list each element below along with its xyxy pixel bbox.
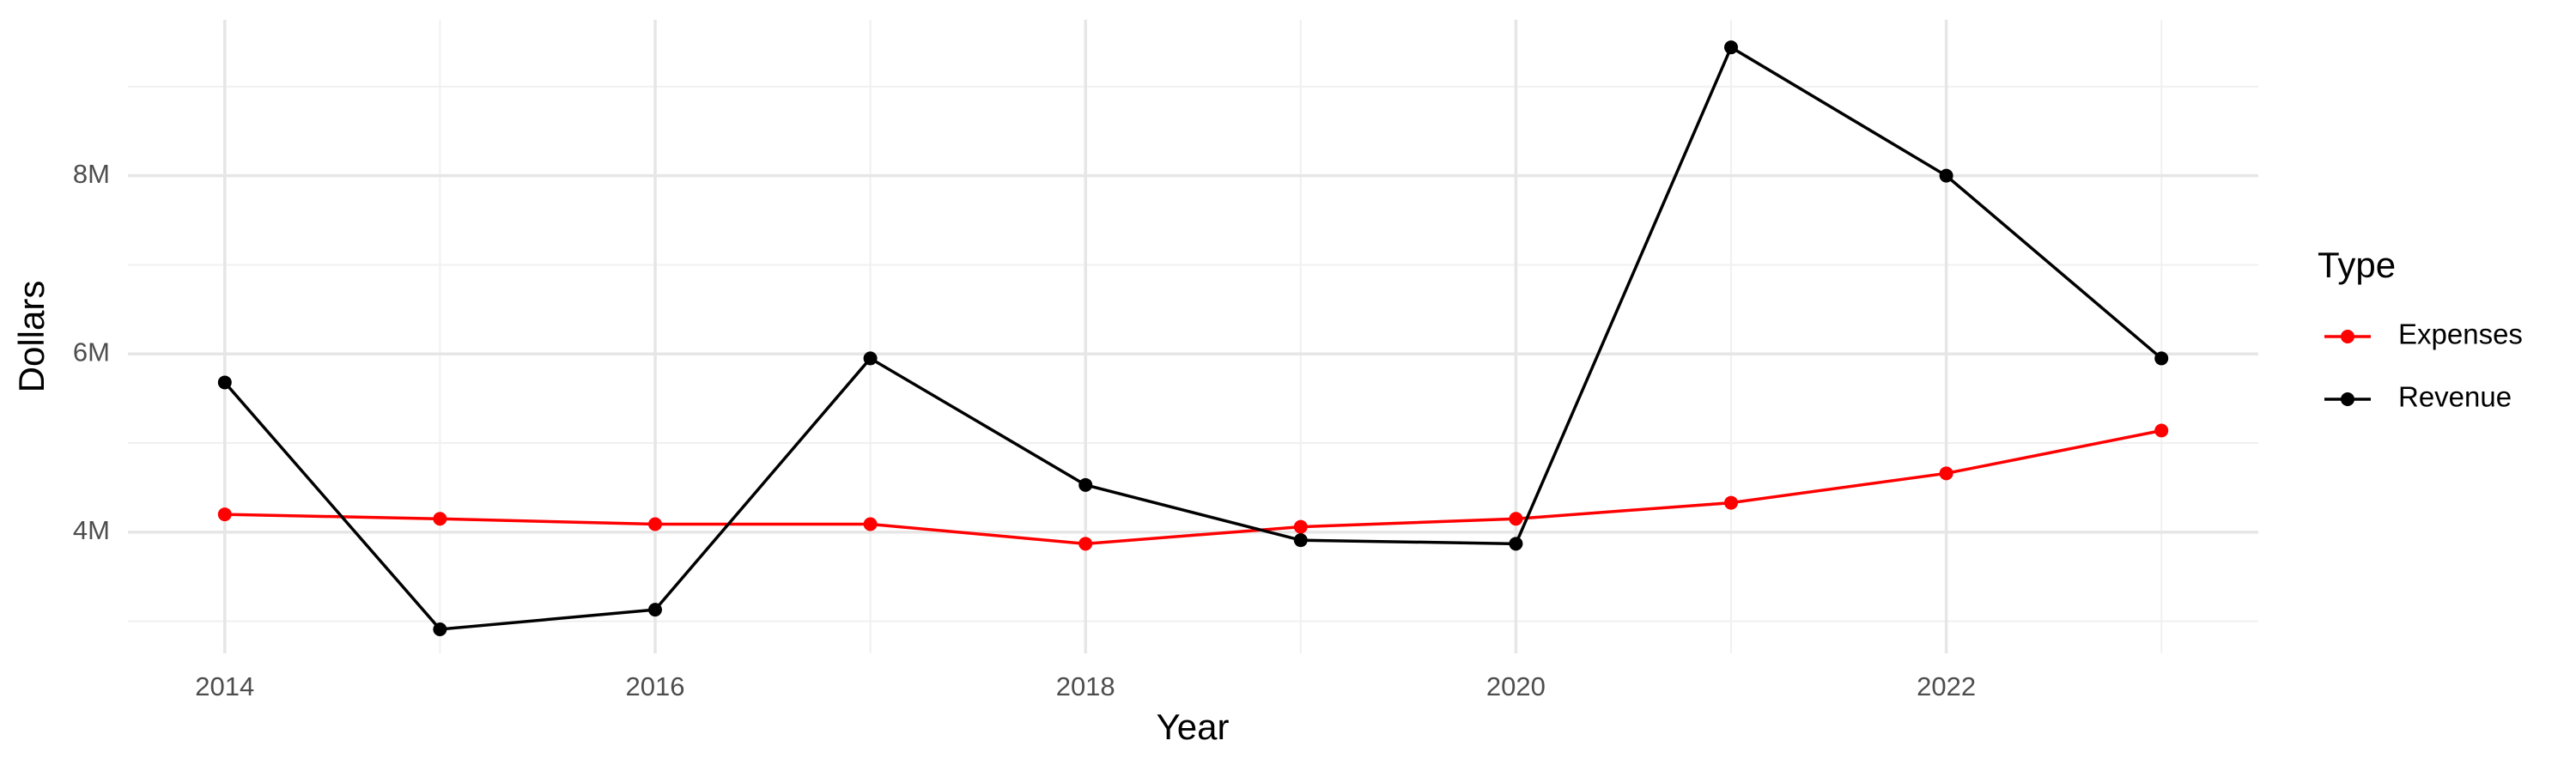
- point: [2154, 423, 2169, 438]
- point: [433, 622, 447, 636]
- point: [1509, 512, 1523, 526]
- x-axis-title: Year: [1157, 707, 1230, 747]
- point: [1293, 519, 1308, 534]
- point: [863, 351, 878, 366]
- point: [647, 517, 662, 531]
- y-tick-label: 6M: [73, 337, 110, 367]
- point: [1939, 466, 1953, 481]
- point: [433, 512, 447, 526]
- point: [647, 603, 662, 617]
- point: [1509, 537, 1523, 551]
- point: [2154, 351, 2169, 366]
- point: [1078, 537, 1093, 551]
- point: [217, 375, 232, 390]
- y-axis-title: Dollars: [11, 281, 52, 393]
- line: [224, 428, 2162, 546]
- x-tick-label: 2022: [1917, 671, 1976, 701]
- legend-label: Expenses: [2398, 319, 2523, 350]
- x-tick-label: 2014: [195, 671, 254, 701]
- point: [1724, 495, 1739, 510]
- y-tick-label: 4M: [73, 515, 110, 545]
- series: [217, 423, 2169, 551]
- series: [217, 40, 2169, 636]
- point: [1724, 40, 1739, 55]
- legend-label: Revenue: [2398, 381, 2512, 413]
- line: [223, 45, 2163, 631]
- legend-key-point: [2341, 330, 2354, 343]
- point: [1078, 477, 1093, 492]
- x-tick-label: 2018: [1056, 671, 1115, 701]
- legend-key-point: [2341, 392, 2354, 406]
- legend-title: Type: [2318, 245, 2396, 285]
- point: [1939, 168, 1953, 183]
- x-tick-label: 2016: [626, 671, 685, 701]
- point: [863, 517, 878, 531]
- point: [217, 507, 232, 522]
- point: [1293, 533, 1308, 548]
- y-tick-label: 8M: [73, 159, 110, 189]
- x-tick-label: 2020: [1486, 671, 1546, 701]
